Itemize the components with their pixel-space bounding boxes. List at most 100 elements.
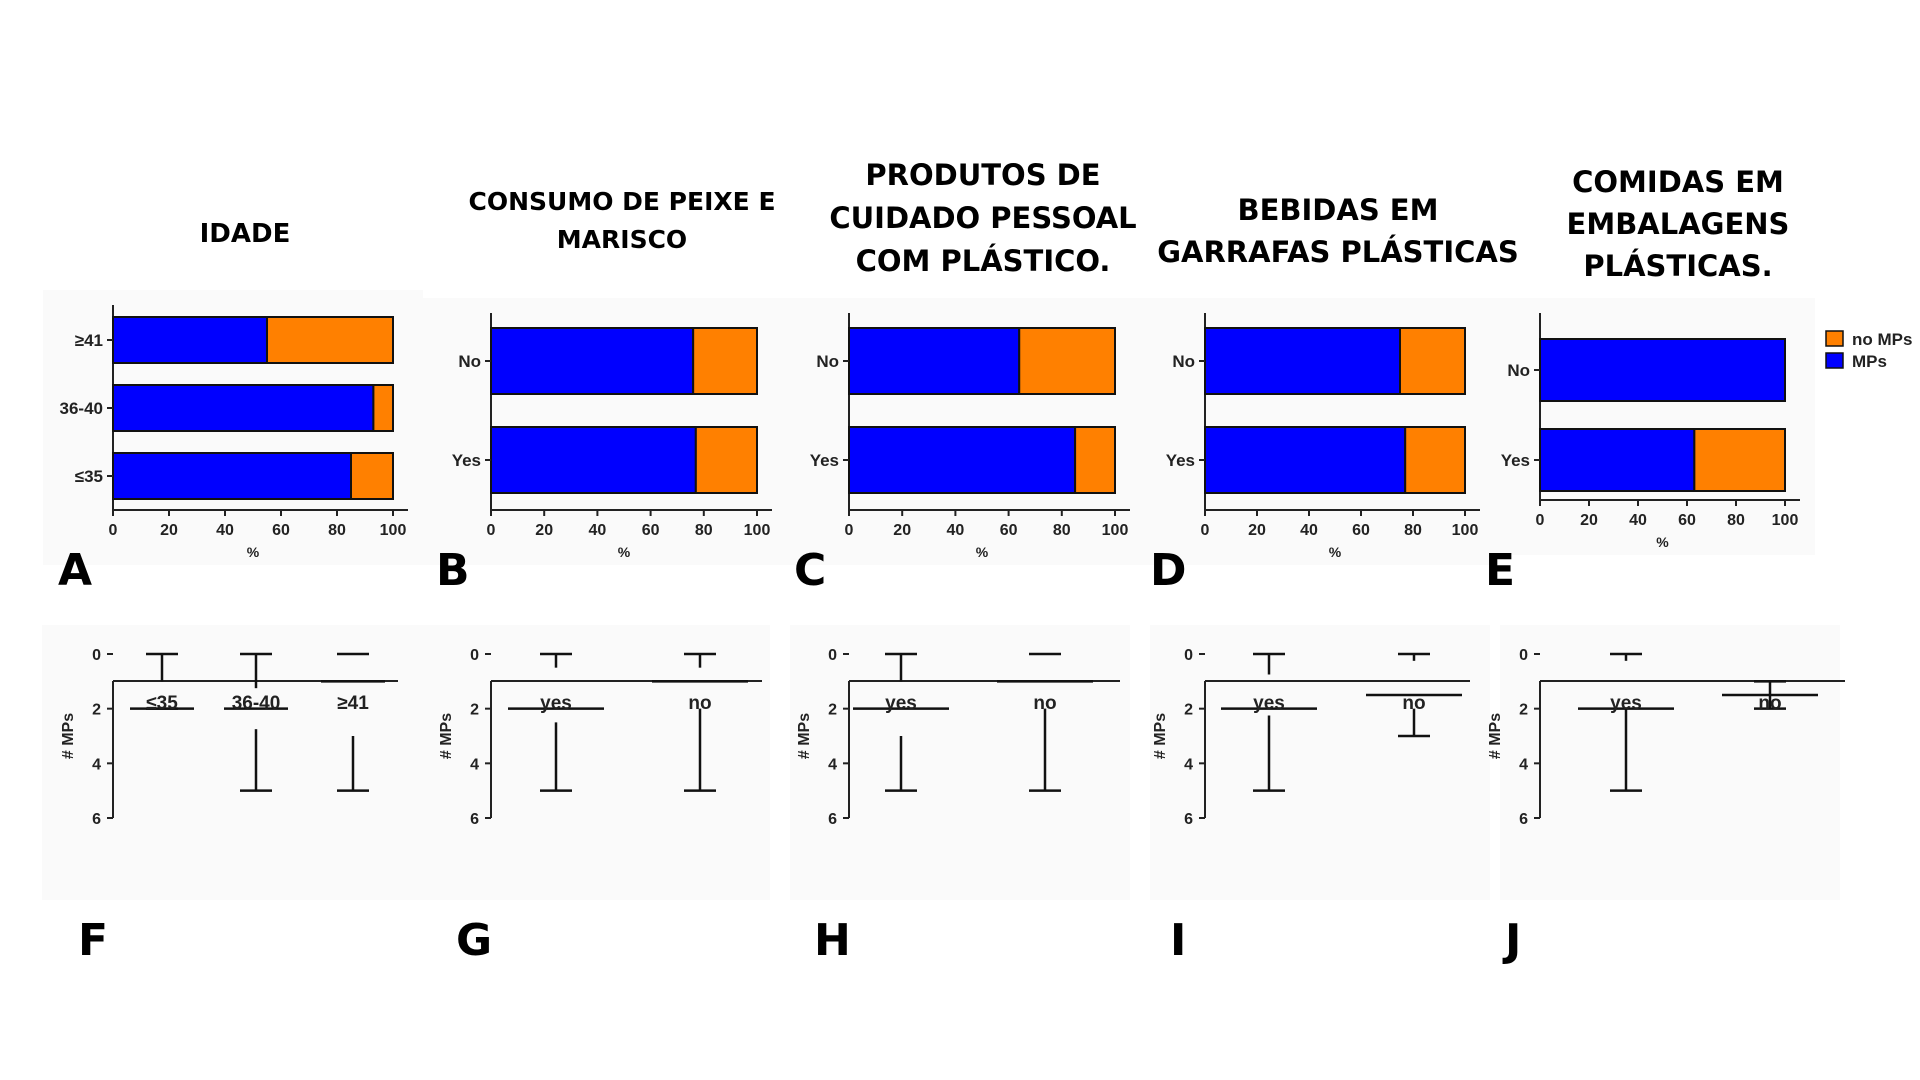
bar-no-mps <box>350 452 394 500</box>
x-tick-label: 60 <box>1352 522 1370 539</box>
x-axis-label: % <box>618 544 631 560</box>
x-tick-label: 60 <box>1678 512 1696 529</box>
x-axis-label: % <box>976 544 989 560</box>
y-tick-label: 0 <box>1184 647 1193 664</box>
box-≤35 <box>130 652 194 710</box>
x-tick-label: ≤35 <box>146 693 178 714</box>
box-panel-F: 0 2 4 6 # MPs ≤35 36-40 ≥41 F <box>60 647 398 966</box>
column-title: EMBALAGENS <box>1567 207 1790 241</box>
bar-panel-C: No Yes 0 20 40 60 80 100% C <box>794 313 1130 596</box>
y-tick-label: 4 <box>828 756 837 773</box>
x-tick-label: 20 <box>535 522 553 539</box>
panel-background <box>1150 625 1490 900</box>
x-tick-label: 40 <box>216 522 234 539</box>
box-36-40 <box>224 652 288 792</box>
column-title: BEBIDAS EM <box>1238 193 1439 227</box>
box-yes <box>1578 652 1674 792</box>
y-tick-label: 4 <box>1519 756 1528 773</box>
panel-background <box>1500 625 1840 900</box>
panel-letter: E <box>1485 545 1515 596</box>
y-tick-label: No <box>1507 361 1530 380</box>
legend-label-mps: MPs <box>1852 352 1887 371</box>
y-tick-label: 0 <box>92 647 101 664</box>
x-tick-label: no <box>1402 693 1425 714</box>
x-tick-label: 100 <box>1772 512 1799 529</box>
bar-mps <box>1204 327 1401 395</box>
column-title: IDADE <box>200 219 291 249</box>
x-tick-label: 0 <box>845 522 854 539</box>
y-tick-label: 2 <box>470 702 479 719</box>
x-tick-label: 100 <box>1102 522 1129 539</box>
x-tick-label: ≥41 <box>337 693 369 714</box>
x-tick-label: 36-40 <box>232 693 281 714</box>
x-tick-label: 20 <box>1580 512 1598 529</box>
y-tick-label: 6 <box>470 811 479 828</box>
y-tick-label: No <box>458 352 481 371</box>
x-tick-label: no <box>1033 693 1056 714</box>
bar-no-mps <box>1399 327 1466 395</box>
bar-panel-D: No Yes 0 20 40 60 80 100% D <box>1150 313 1480 596</box>
bar-no-mps <box>692 327 758 395</box>
panel-background <box>790 625 1130 900</box>
y-tick-label: 2 <box>92 702 101 719</box>
panel-letter: H <box>814 915 851 966</box>
y-tick-label: ≥41 <box>75 331 103 350</box>
x-tick-label: no <box>688 693 711 714</box>
x-tick-label: 40 <box>947 522 965 539</box>
y-tick-label: No <box>1172 352 1195 371</box>
x-tick-label: yes <box>885 693 917 714</box>
y-tick-label: Yes <box>452 451 481 470</box>
x-tick-label: 40 <box>1629 512 1647 529</box>
x-tick-label: 0 <box>1536 512 1545 529</box>
box-panel-H: 0 2 4 6 # MPs yes no H <box>796 647 1120 966</box>
y-axis-label: # MPs <box>438 713 455 759</box>
bar-no-mps <box>1018 327 1116 395</box>
y-tick-label: 4 <box>1184 756 1193 773</box>
x-tick-label: 80 <box>695 522 713 539</box>
box-yes <box>508 652 604 792</box>
bar-panel-B: No Yes 0 20 40 60 80 100% B <box>436 313 772 596</box>
y-tick-label: Yes <box>810 451 839 470</box>
y-tick-label: 6 <box>828 811 837 828</box>
y-tick-label: 2 <box>828 702 837 719</box>
y-tick-label: Yes <box>1501 451 1530 470</box>
x-axis-label: % <box>1329 544 1342 560</box>
y-tick-label: 4 <box>470 756 479 773</box>
y-tick-label: ≤35 <box>75 467 103 486</box>
x-tick-label: 20 <box>1248 522 1266 539</box>
column-title: PRODUTOS DE <box>865 158 1100 192</box>
x-tick-label: 100 <box>380 522 407 539</box>
box-panel-J: 0 2 4 6 # MPs yes no J <box>1487 647 1845 966</box>
legend-label-no-mps: no MPs <box>1852 330 1912 349</box>
y-tick-label: Yes <box>1166 451 1195 470</box>
x-tick-label: 100 <box>744 522 771 539</box>
box-no <box>652 652 748 792</box>
box-panel-I: 0 2 4 6 # MPs yes no I <box>1152 647 1470 966</box>
bar-panel-E: No Yes 0 20 40 60 80 100% E <box>1485 313 1800 596</box>
panel-letter: F <box>78 915 108 966</box>
box-no <box>997 652 1093 792</box>
panel-background <box>42 625 442 900</box>
column-title: COMIDAS EM <box>1572 165 1784 199</box>
bar-mps <box>490 327 695 395</box>
panel-letter: B <box>436 545 470 596</box>
y-tick-label: 4 <box>92 756 101 773</box>
bar-mps <box>1539 428 1696 492</box>
column-title: CUIDADO PESSOAL <box>829 201 1136 235</box>
panel-letter: J <box>1502 915 1521 966</box>
box-panel-G: 0 2 4 6 # MPs yes no G <box>438 647 762 966</box>
x-tick-label: no <box>1758 693 1781 714</box>
x-tick-label: 20 <box>160 522 178 539</box>
column-title: PLÁSTICAS. <box>1583 249 1772 283</box>
x-tick-label: 40 <box>1300 522 1318 539</box>
y-tick-label: 6 <box>1519 811 1528 828</box>
y-axis-label: # MPs <box>796 713 813 759</box>
bar-mps <box>1204 426 1407 494</box>
panel-letter: I <box>1170 915 1186 966</box>
bar-no-mps <box>694 426 759 494</box>
column-title: COM PLÁSTICO. <box>856 244 1111 278</box>
y-axis-label: # MPs <box>60 713 77 759</box>
bar-no-mps <box>266 316 394 364</box>
x-tick-label: 0 <box>109 522 118 539</box>
